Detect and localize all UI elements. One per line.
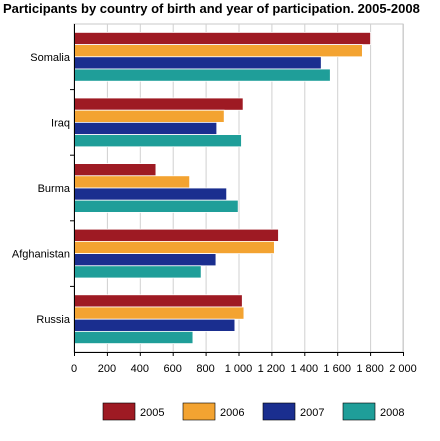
axes: 0 200 400 600 800 1 000 1 200 1 400 1 600 1 800 2 … [12,24,417,375]
x-tick-label: 1 600 [323,363,351,375]
x-tick-label: 800 [196,363,214,375]
category-label: Afghanistan [12,249,70,261]
bar-russia-2006 [74,306,245,320]
bar-burma-2007 [74,187,228,201]
bar-afghanistan-2006 [74,240,275,254]
x-tick-label: 1 000 [225,363,253,375]
bar-burma-2008 [74,199,239,213]
bar-afghanistan-2008 [74,265,202,279]
legend-swatch-2005 [102,402,136,421]
x-tick-label: 1 800 [356,363,384,375]
x-tick-label: 200 [98,363,116,375]
x-tick-label: 0 [71,363,77,375]
legend-label-2008: 2008 [380,407,404,419]
bar-iraq-2007 [74,122,218,136]
x-tick-label: 1 400 [291,363,319,375]
category-label: Russia [36,314,71,326]
bar-somalia-2005 [74,32,372,46]
bar-somalia-2007 [74,56,322,70]
bar-burma-2005 [74,163,157,177]
bar-iraq-2005 [74,97,244,111]
legend: 2005 2006 2007 2008 [102,402,404,421]
bars [74,32,372,344]
x-tick-label: 600 [164,363,182,375]
category-label: Somalia [30,52,71,64]
category-label: Burma [38,183,71,195]
bar-afghanistan-2005 [74,228,279,242]
bar-russia-2007 [74,318,236,332]
bar-iraq-2006 [74,109,225,123]
x-tick-label: 400 [131,363,149,375]
legend-swatch-2008 [342,402,376,421]
x-tick-label: 2 000 [389,363,417,375]
chart-title: Participants by country of birth and yea… [3,1,420,16]
x-tick-label: 1 200 [258,363,286,375]
legend-label-2007: 2007 [300,407,324,419]
legend-swatch-2007 [262,402,296,421]
bar-russia-2008 [74,330,194,344]
bar-afghanistan-2007 [74,253,217,267]
bar-burma-2006 [74,175,191,189]
bar-somalia-2008 [74,68,331,82]
bar-somalia-2006 [74,44,363,58]
legend-label-2006: 2006 [220,407,244,419]
bar-iraq-2008 [74,134,242,148]
legend-label-2005: 2005 [140,407,164,419]
category-label: Iraq [51,117,70,129]
bar-russia-2005 [74,294,243,308]
legend-swatch-2006 [182,402,216,421]
